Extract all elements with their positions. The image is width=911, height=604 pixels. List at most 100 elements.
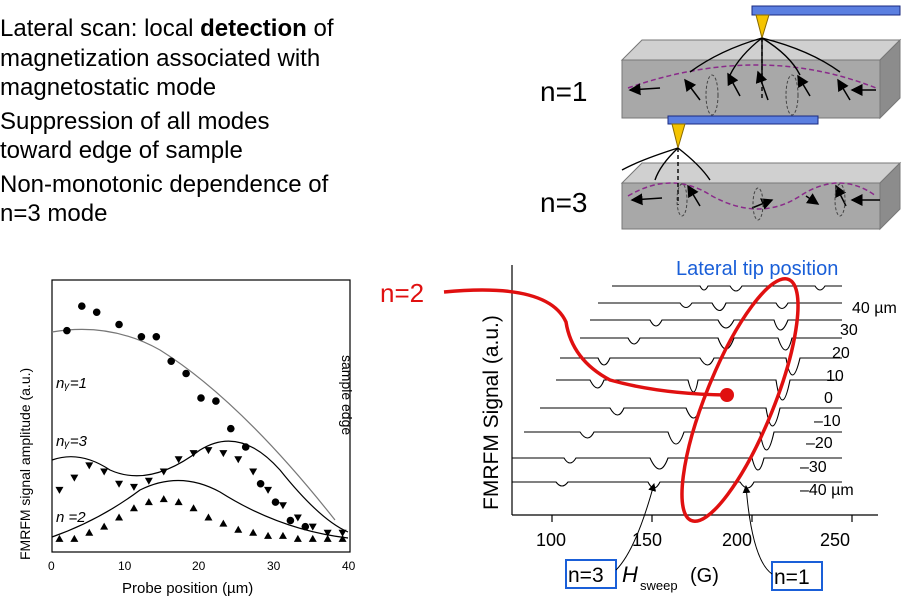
field-lines-n1	[689, 37, 841, 100]
slab-side-n1	[879, 38, 901, 120]
right-xtick-marks	[551, 515, 853, 522]
mode-profile-n1	[627, 64, 877, 89]
series-2-point-19	[338, 529, 347, 537]
left-label-n3: nᵧ=3	[56, 433, 88, 450]
series-3-point-19	[338, 534, 347, 542]
x-label-unit: (G)	[690, 565, 719, 587]
series-2-point-0	[55, 486, 64, 494]
left-plot: 0 10 20 30 40 Probe position (µm) FMRFM …	[17, 279, 356, 597]
series-3-point-11	[219, 519, 228, 527]
series-2-point-11	[219, 450, 228, 458]
series-3-point-15	[278, 531, 287, 539]
mode-label-n1: n=1	[540, 76, 588, 107]
right-xtick-0: 100	[536, 530, 566, 550]
trace-label-0: 40 µm	[852, 300, 897, 317]
series-3-point-1	[70, 534, 79, 542]
series-2-point-18	[323, 529, 332, 537]
bullet-2-line-2: toward edge of sample	[0, 137, 243, 164]
series-2-point-13	[249, 468, 258, 476]
mode-label-n3: n=3	[540, 187, 588, 218]
bullet-3-line-2: n=3 mode	[0, 200, 108, 227]
series-3-point-12	[234, 525, 243, 533]
series-2-point-12	[234, 456, 243, 464]
series-2-point-9	[189, 450, 198, 458]
series-2-point-14	[264, 486, 273, 494]
trace-labels: 40 µm 30 20 10 0 –10 –20 –30 –40 µm	[800, 300, 897, 499]
slab-side-n3	[879, 161, 901, 231]
right-xtick-1: 150	[632, 530, 662, 550]
series-2-point-4	[115, 480, 124, 488]
series-3-point-3	[100, 522, 109, 530]
mode-schematic-n1	[620, 5, 902, 120]
trace-label-7: –30	[800, 459, 827, 476]
series-2-point-8	[174, 456, 183, 464]
series-2-point-3	[100, 468, 109, 476]
left-plot-marks	[55, 302, 347, 542]
spin-arrows-n3	[630, 184, 880, 210]
field-lines-n3	[621, 147, 711, 205]
highlight-ellipse	[680, 277, 800, 523]
right-xticks: 100 150 200 250	[536, 530, 850, 550]
left-label-n2: n =2	[56, 509, 86, 526]
series-1-point-1	[78, 302, 86, 310]
series-3-point-0	[55, 534, 64, 542]
series-1-point-13	[271, 498, 280, 506]
right-xtick-2: 200	[722, 530, 752, 550]
series-3-point-8	[174, 498, 183, 506]
n2-pointer-line	[443, 288, 727, 397]
right-plot: 100 150 200 250 40 µm 30 20 10 0 –10 –20…	[380, 258, 897, 593]
bullet-1-line-3: magnetostatic mode	[0, 74, 217, 101]
n1-box	[771, 561, 823, 591]
left-ylabel: FMRFM signal amplitude (a.u.)	[17, 368, 33, 560]
series-3-point-4	[115, 513, 124, 521]
n3-fit-curve	[51, 440, 349, 533]
series-1-point-10	[227, 424, 235, 433]
series-1-point-7	[182, 369, 190, 378]
left-xtick-2: 20	[192, 559, 206, 573]
slab-front-n1	[621, 59, 881, 119]
series-3-point-10	[204, 513, 213, 521]
series-1-point-2	[92, 308, 101, 317]
series-3-point-5	[129, 504, 138, 512]
series-2-point-2	[85, 462, 94, 470]
series-1-point-0	[63, 326, 71, 335]
series-2-point-1	[70, 474, 79, 482]
series-1-point-11	[241, 443, 250, 451]
series-2-point-10	[204, 447, 213, 455]
series-1-point-6	[167, 357, 175, 366]
n3-box	[565, 559, 617, 589]
left-xtick-1: 10	[118, 559, 132, 573]
n2-marker-dot	[720, 388, 734, 402]
series-3-point-17	[308, 534, 317, 542]
slab-top-n3	[620, 162, 902, 184]
mode-profile-n3	[627, 182, 877, 210]
x-label-sub: sweep	[640, 578, 678, 593]
series-2-point-15	[278, 502, 287, 510]
left-xtick-0: 0	[48, 559, 55, 573]
n2-fit-curve	[51, 479, 349, 539]
series-3-point-9	[189, 504, 198, 512]
probe-tip-n3	[671, 123, 686, 150]
series-1-point-14	[286, 516, 295, 525]
left-plot-frame	[51, 279, 351, 553]
series-2-point-16	[293, 514, 302, 522]
right-ylabel: FMRFM Signal (a.u.)	[480, 315, 503, 510]
right-xtick-3: 250	[820, 530, 850, 550]
series-2-point-7	[159, 468, 168, 476]
series-1-point-15	[301, 522, 310, 531]
n3-box-label: n=3	[568, 564, 604, 587]
n2-label: n=2	[380, 278, 424, 308]
cantilever-n3	[667, 115, 819, 125]
series-3-point-16	[293, 534, 302, 542]
trace-label-1: 30	[840, 322, 858, 339]
bullet-2-line-1: Suppression of all modes	[0, 107, 270, 135]
trace-label-3: 10	[826, 368, 844, 385]
bullet-1-line-2: magnetization associated with	[0, 44, 321, 72]
trace-label-5: –10	[814, 413, 841, 430]
left-xtick-4: 40	[342, 559, 356, 573]
trace-label-8: –40 µm	[800, 482, 854, 499]
spin-arrows-n1	[628, 70, 876, 101]
bullet-text: Lateral scan: local detection of magneti…	[0, 14, 420, 229]
slab-top-n1	[620, 39, 902, 61]
